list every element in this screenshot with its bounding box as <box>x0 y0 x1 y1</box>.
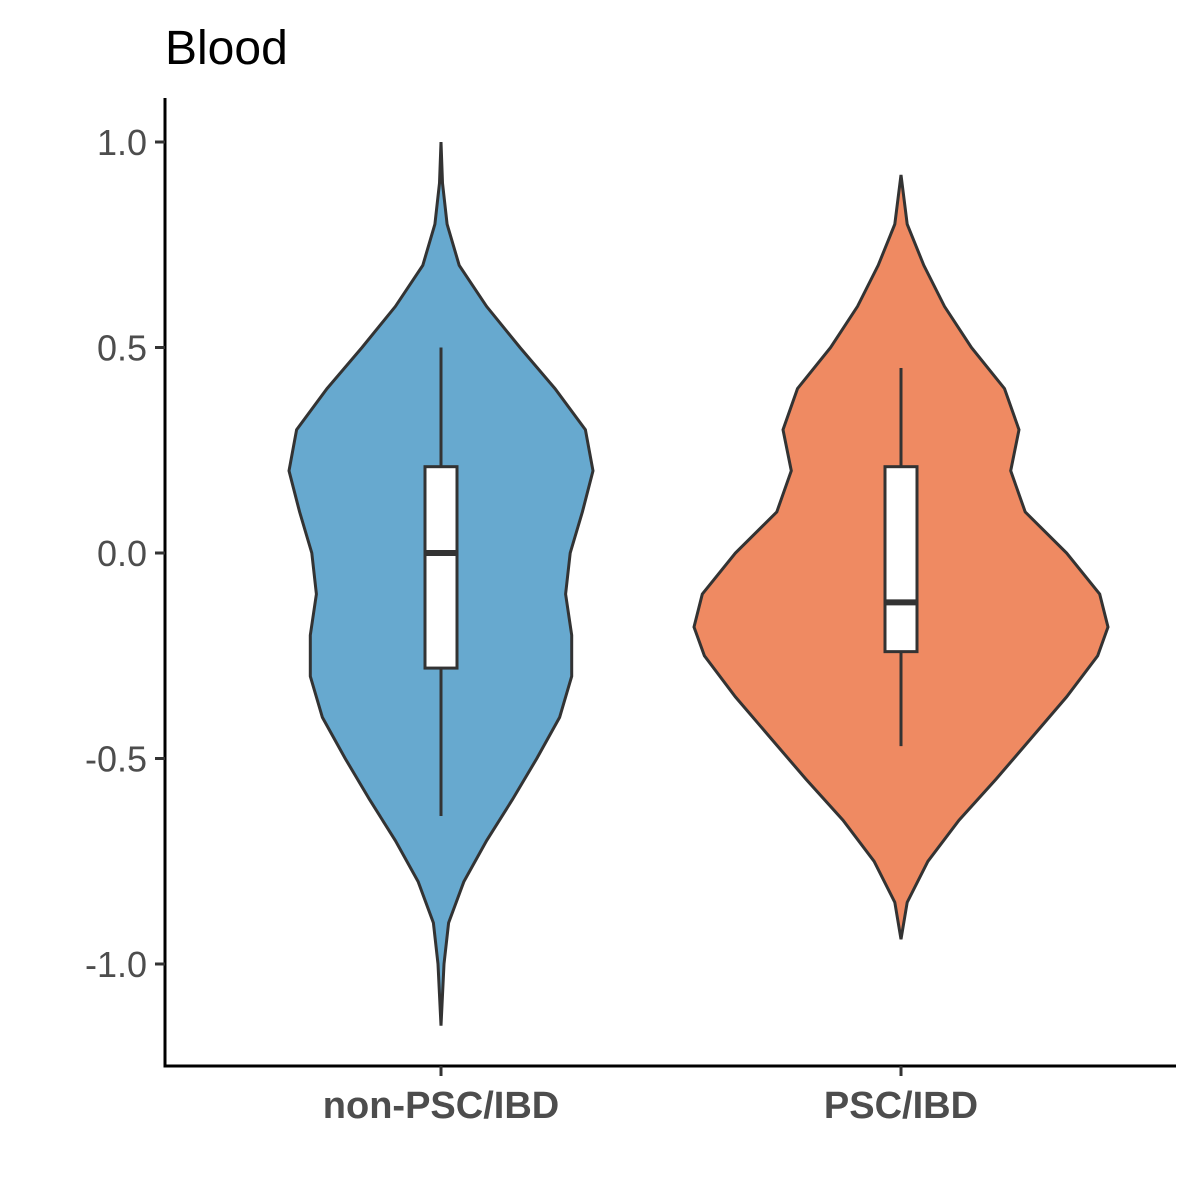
plot-area <box>287 141 1110 1026</box>
y-tick-label: 1.0 <box>97 122 147 163</box>
y-tick-label: 0.5 <box>97 328 147 369</box>
box-iqr <box>883 465 919 654</box>
x-tick-label: non-PSC/IBD <box>323 1085 559 1127</box>
chart-title: Blood <box>165 22 288 75</box>
axes: 1.0 0.5 0.0 -0.5 -1.0 non-PSC/IBD PSC/IBD <box>85 98 1176 1127</box>
y-tick-label: -0.5 <box>85 739 147 780</box>
x-tick-label: PSC/IBD <box>824 1085 978 1127</box>
y-tick-label: -1.0 <box>85 944 147 985</box>
y-tick-label: 0.0 <box>97 533 147 574</box>
box-iqr <box>423 465 459 670</box>
